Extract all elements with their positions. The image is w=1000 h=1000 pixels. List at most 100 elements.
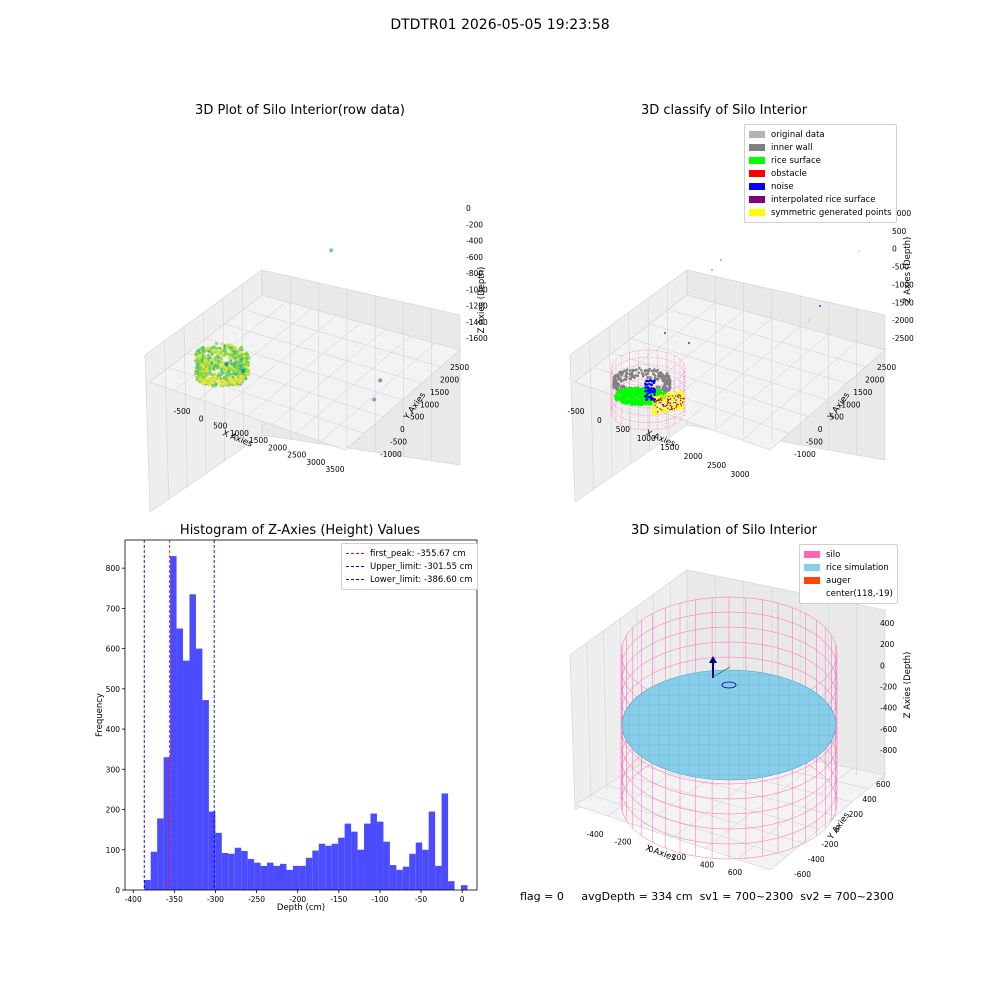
tick-label: 1500 — [853, 388, 872, 397]
interpolated-point — [679, 395, 681, 397]
inner-wall-point — [665, 379, 669, 382]
tick-label: -500 — [173, 407, 190, 416]
histogram-bar — [409, 853, 416, 890]
tick-label: 0 — [466, 204, 471, 213]
inner-wall-point — [634, 374, 637, 377]
noise-point — [646, 393, 649, 396]
grid-line — [737, 768, 853, 860]
data-point — [229, 343, 233, 347]
x-axis-label: Depth (cm) — [277, 903, 325, 913]
tick-label: -500 — [806, 438, 823, 447]
data-point — [210, 352, 214, 356]
histogram-bar — [357, 849, 365, 890]
y-tick-label: 800 — [106, 564, 121, 573]
data-point — [237, 378, 240, 382]
symmetric-point — [653, 412, 657, 415]
data-point — [195, 369, 198, 373]
grid-line — [647, 298, 650, 451]
simulation-3d-plot: -400 -200 0 200 400 600 600 400 200 0 -200 -400 -60… — [569, 569, 913, 879]
symmetric-point — [662, 396, 666, 399]
legend-silo: silo — [804, 548, 893, 561]
histogram-bar — [150, 851, 158, 890]
data-point — [212, 361, 216, 365]
data-point — [239, 364, 243, 368]
rice-surface-point — [632, 388, 636, 391]
histogram-bar — [312, 850, 319, 890]
interpolated-point — [675, 406, 677, 408]
legend-auger: auger — [804, 574, 893, 587]
data-point — [203, 359, 206, 363]
inner-wall-point — [622, 379, 625, 382]
histogram-bar — [351, 831, 358, 890]
rice-surface-point — [623, 399, 627, 403]
tick-label: 1000 — [841, 400, 860, 409]
grid-line — [668, 309, 866, 367]
interpolated-point — [655, 401, 657, 403]
rice-surface-point — [625, 389, 628, 392]
y-axis-label: Frequency — [95, 693, 105, 737]
histogram-bar — [422, 849, 429, 890]
inner-wall-point — [662, 385, 665, 389]
tick-label: 0 — [649, 845, 654, 854]
interpolated-point — [668, 399, 670, 401]
interpolated-point — [676, 405, 678, 407]
grid-line — [606, 784, 803, 844]
symmetric-point — [675, 396, 678, 400]
y-tick-label: 400 — [106, 725, 121, 734]
data-point — [244, 377, 248, 381]
classify-legend: original data inner wall rice surface ob… — [744, 124, 897, 223]
original-point — [808, 319, 810, 321]
grid-line — [203, 312, 207, 474]
noise-point — [652, 390, 655, 393]
histogram-bar — [195, 648, 203, 890]
panel1-title: 3D Plot of Silo Interior(row data) — [195, 103, 405, 118]
data-point — [208, 365, 212, 369]
tick-label: -1000 — [380, 450, 402, 459]
interpolated-point — [662, 404, 664, 406]
histogram-bar — [344, 823, 352, 890]
histogram-bar — [273, 865, 280, 890]
simulation-legend: silo rice simulation auger center(118,-1… — [799, 544, 898, 604]
histogram-bar — [299, 865, 306, 890]
tick-label: 0 — [597, 416, 602, 425]
data-point — [214, 382, 218, 386]
data-point — [241, 375, 245, 379]
grid-line — [586, 642, 592, 802]
data-point — [224, 351, 228, 355]
tick-label: 400 — [700, 860, 715, 869]
interpolated-point — [682, 397, 684, 400]
flag-text: flag = 0 — [520, 890, 564, 903]
rice-surface-point — [626, 402, 629, 405]
x-tick-label: -400 — [125, 895, 142, 904]
legend-item-obstacle: obstacle — [749, 167, 892, 180]
noise-point — [644, 395, 647, 398]
interpolated-point — [667, 407, 669, 409]
legend-upper-limit: Upper_limit: -301.55 cm — [346, 560, 473, 573]
interpolated-point — [659, 402, 661, 404]
inner-wall-point — [617, 376, 621, 379]
tick-label: -1000 — [466, 285, 488, 294]
data-point — [208, 363, 212, 367]
panel2-title: 3D classify of Silo Interior — [640, 103, 808, 118]
interpolated-point — [659, 399, 661, 401]
data-point — [208, 383, 211, 386]
y-tick-label: 300 — [106, 765, 121, 774]
grid-line — [608, 326, 613, 477]
histogram-bar — [241, 850, 248, 890]
noise-point — [819, 305, 821, 307]
data-point — [206, 368, 209, 372]
tick-label: -500 — [390, 438, 407, 447]
x-tick-label: -350 — [166, 895, 183, 904]
y-tick-label: 100 — [106, 846, 121, 855]
tick-label: 0 — [400, 425, 405, 434]
rice-surface-point — [614, 394, 617, 398]
inner-wall-point — [612, 386, 616, 389]
inner-wall-point — [625, 368, 629, 371]
inner-wall-point — [644, 373, 648, 376]
inner-wall-point — [661, 373, 664, 376]
symmetric-point — [662, 409, 665, 412]
data-point — [239, 345, 243, 349]
histogram-bar — [163, 757, 171, 890]
histogram-bar — [428, 811, 436, 890]
tick-label: -200 — [821, 840, 838, 849]
